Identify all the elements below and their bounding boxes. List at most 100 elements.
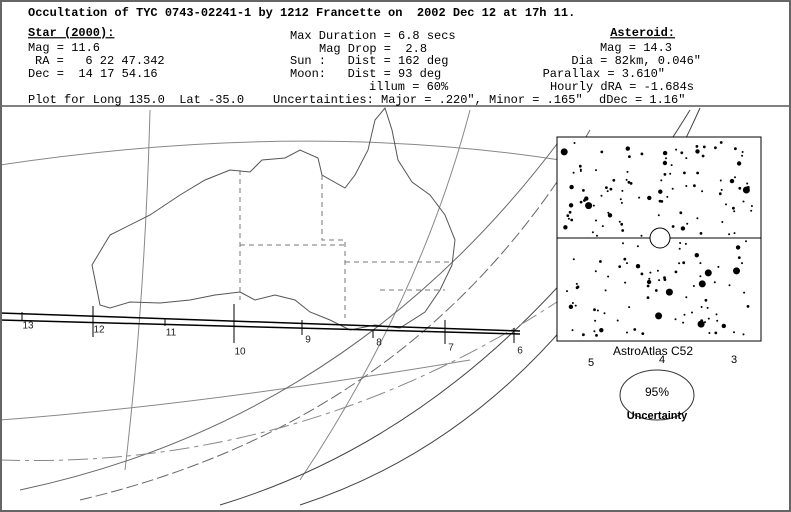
star <box>625 178 628 181</box>
star <box>742 333 745 336</box>
track-label: 13 <box>22 321 34 332</box>
star <box>733 331 735 334</box>
sun-distance: Sun : Dist = 162 deg <box>290 54 448 68</box>
star <box>696 217 699 220</box>
star <box>699 232 703 235</box>
star <box>604 289 607 292</box>
star <box>620 201 623 204</box>
longitude-line <box>124 109 151 471</box>
star <box>640 272 644 276</box>
star <box>638 196 641 199</box>
star <box>599 260 602 263</box>
star <box>714 146 717 150</box>
star <box>671 187 674 190</box>
star-ra: RA = 6 22 47.342 <box>35 54 165 68</box>
star <box>728 284 731 287</box>
star <box>701 154 705 158</box>
star <box>607 275 610 278</box>
uncertainty-label: Uncertainty <box>627 410 688 422</box>
star-chart <box>556 136 762 342</box>
star <box>596 234 598 237</box>
asteroid-diameter: Dia = 82km, 0.046" <box>571 54 701 68</box>
star <box>626 170 629 173</box>
star <box>679 242 682 244</box>
star <box>700 306 703 308</box>
star <box>646 284 650 288</box>
star <box>671 225 675 228</box>
star <box>594 319 597 322</box>
star <box>601 225 604 228</box>
track-edge <box>0 319 521 335</box>
star <box>623 257 627 261</box>
star <box>718 192 722 196</box>
star <box>707 317 710 320</box>
star <box>716 319 719 322</box>
star <box>683 313 686 316</box>
star <box>696 171 699 175</box>
track-label: 6 <box>517 346 523 357</box>
star <box>738 186 742 190</box>
star <box>629 182 633 185</box>
star <box>684 242 687 245</box>
star <box>719 141 723 144</box>
star <box>618 265 622 268</box>
star <box>563 225 568 230</box>
scale-label: 3 <box>731 354 737 366</box>
moon-illum: illum = 60% <box>369 80 449 94</box>
star <box>745 240 747 243</box>
star <box>658 199 662 203</box>
star <box>698 280 706 288</box>
star <box>657 214 660 217</box>
star <box>620 222 624 226</box>
star <box>669 172 672 175</box>
star <box>735 245 741 250</box>
star <box>612 178 616 182</box>
star <box>648 277 651 280</box>
track-label: 11 <box>166 328 177 339</box>
star <box>750 205 753 207</box>
track-label: 8 <box>376 338 382 349</box>
star <box>560 148 568 156</box>
limb <box>19 139 561 491</box>
star <box>678 262 681 265</box>
star <box>750 209 753 212</box>
star <box>595 169 597 172</box>
title: Occultation of TYC 0743-02241-1 by 1212 … <box>28 6 575 20</box>
star <box>635 264 641 269</box>
star <box>694 253 699 258</box>
star <box>628 155 631 159</box>
star <box>743 291 746 294</box>
australia-coast <box>91 106 456 331</box>
star <box>621 229 625 232</box>
star <box>607 213 613 218</box>
ddec: dDec = 1.16" <box>599 93 685 107</box>
star <box>695 149 700 154</box>
limb <box>79 129 591 501</box>
star <box>721 323 726 329</box>
star <box>568 304 574 309</box>
star <box>699 262 702 265</box>
star <box>621 189 624 192</box>
star <box>682 321 685 324</box>
star-mag: Mag = 11.6 <box>28 41 100 55</box>
star <box>582 333 585 337</box>
star <box>704 298 708 302</box>
star <box>606 190 609 193</box>
star <box>662 150 668 156</box>
star <box>609 187 613 191</box>
star <box>605 186 608 190</box>
star <box>706 306 709 309</box>
star <box>640 152 644 156</box>
star <box>600 194 603 197</box>
star <box>704 269 712 277</box>
star <box>626 262 628 265</box>
star <box>685 185 688 187</box>
star <box>733 232 736 235</box>
star <box>649 271 652 274</box>
track-label: 9 <box>305 335 311 346</box>
star <box>675 148 678 151</box>
star <box>680 151 684 155</box>
star <box>596 309 599 312</box>
star <box>571 329 574 332</box>
star <box>582 189 585 192</box>
